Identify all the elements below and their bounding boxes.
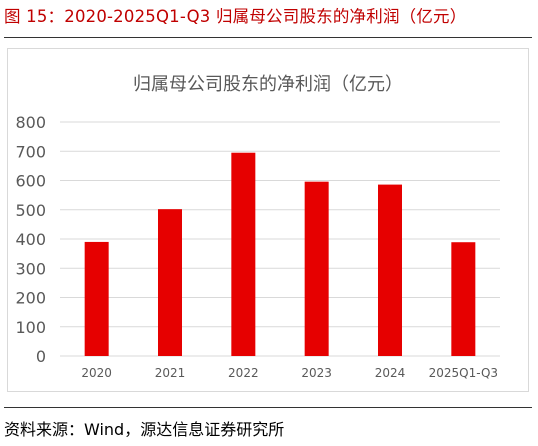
y-tick-label: 100 (15, 318, 46, 337)
bar (304, 181, 329, 356)
figure-title: 图 15：2020-2025Q1-Q3 归属母公司股东的净利润（亿元） (4, 7, 467, 26)
chart-title: 归属母公司股东的净利润（亿元） (133, 74, 403, 95)
bar (378, 184, 402, 356)
x-tick-label: 2020 (81, 366, 112, 380)
chart-frame (7, 48, 529, 392)
bar (231, 152, 256, 356)
x-tick-label: 2024 (375, 366, 406, 380)
top-rule (4, 37, 532, 38)
y-tick-label: 400 (15, 230, 46, 249)
y-tick-label: 0 (36, 347, 46, 366)
bar (158, 209, 182, 356)
bars (84, 152, 476, 356)
x-tick-label: 2022 (228, 366, 259, 380)
source-note: 资料来源：Wind，源达信息证券研究所 (4, 420, 285, 439)
grid-lines (60, 121, 500, 357)
y-tick-label: 500 (15, 201, 46, 220)
y-tick-label: 800 (15, 113, 46, 132)
y-axis-ticks: 0 100 200 300 400 500 600 700 800 (15, 113, 46, 366)
bottom-rule (4, 407, 532, 408)
x-axis-ticks: 2020 2021 2022 2023 2024 2025Q1-Q3 (81, 366, 498, 380)
y-tick-label: 300 (15, 259, 46, 278)
x-tick-label: 2023 (301, 366, 332, 380)
y-tick-label: 700 (15, 142, 46, 161)
x-tick-label: 2025Q1-Q3 (429, 366, 498, 380)
bar (84, 241, 109, 356)
bar (451, 242, 476, 356)
y-tick-label: 600 (15, 172, 46, 191)
x-tick-label: 2021 (155, 366, 186, 380)
y-tick-label: 200 (15, 289, 46, 308)
